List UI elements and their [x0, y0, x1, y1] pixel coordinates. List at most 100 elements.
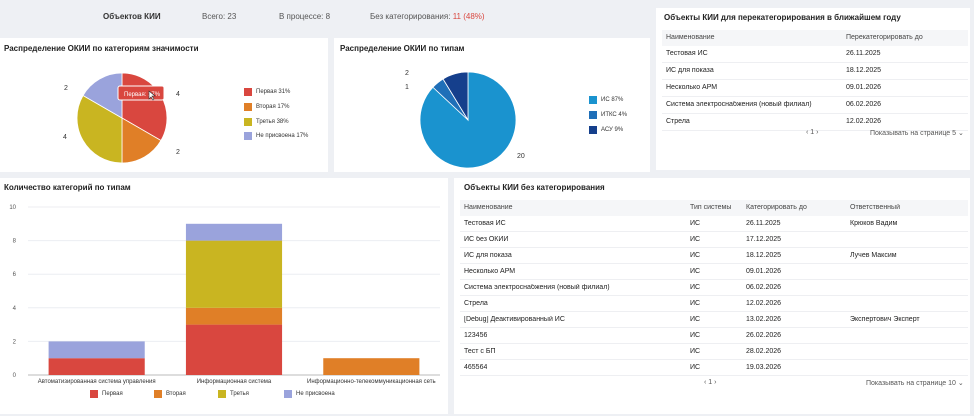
recat-pagination[interactable]: ‹ 1 ›	[806, 129, 819, 136]
cell-date: 06.02.2026	[846, 101, 882, 108]
pie-significance-chart: 2 4 2 4 Первая: 17%	[63, 72, 180, 164]
cell-date: 28.02.2026	[746, 348, 782, 355]
cell-type: ИС	[690, 300, 701, 307]
recat-table-panel: Объекты КИИ для перекатегорирования в бл…	[656, 8, 970, 170]
table-row[interactable]: Тестовая ИС ИС 26.11.2025 Крюков Вадим	[460, 216, 968, 232]
pie-types-label-3: 20	[517, 153, 525, 160]
cell-date: 06.02.2026	[746, 284, 782, 291]
table-row[interactable]: Стрела ИС 12.02.2026	[460, 296, 968, 312]
bar-segment-вторая[interactable]	[323, 358, 420, 375]
cell-date: 12.02.2026	[846, 118, 882, 125]
bar-segment-вторая[interactable]	[185, 307, 283, 325]
table-row[interactable]: ИС для показа 18.12.2025	[662, 63, 968, 80]
legend-label: ИС 87%	[601, 97, 624, 103]
nocat-table-title: Объекты КИИ без категорирования	[464, 183, 605, 192]
table-row[interactable]: Стрела 12.02.2026	[662, 114, 968, 131]
cell-responsible: Крюков Вадим	[850, 220, 898, 227]
legend-item[interactable]: ИС 87%	[589, 96, 623, 104]
legend-label: ИТКС 4%	[601, 112, 628, 118]
y-tick-label: 0	[13, 373, 17, 379]
pie-tooltip-text: Первая: 17%	[124, 92, 161, 98]
column-header[interactable]: Перекатегорировать до	[846, 34, 923, 41]
table-row[interactable]: 123456 ИС 26.02.2026	[460, 328, 968, 344]
cell-type: ИС	[690, 268, 701, 275]
pie-slice-не-присвоена[interactable]	[82, 72, 123, 119]
cell-date: 26.11.2025	[846, 50, 881, 57]
cell-type: ИС	[690, 252, 701, 259]
column-header[interactable]: Категорировать до	[746, 204, 807, 211]
cell-responsible: Экспертович Эксперт	[850, 316, 920, 323]
legend-item[interactable]: Вторая	[154, 390, 186, 398]
cell-name: Несколько АРМ	[666, 84, 718, 91]
table-row[interactable]: Система электроснабжения (новый филиал) И…	[460, 280, 968, 296]
cell-name: ИС для показа	[464, 252, 512, 259]
column-header[interactable]: Тип системы	[690, 204, 732, 211]
cell-date: 26.11.2025	[746, 220, 781, 227]
legend-label: Третья	[230, 391, 249, 397]
cell-name: 465564	[464, 364, 488, 371]
cell-name: ИС для показа	[666, 67, 714, 74]
column-header[interactable]: Наименование	[666, 34, 715, 41]
legend-swatch	[589, 96, 597, 104]
recat-page-size-select[interactable]: Показывать на странице 5 ⌄	[870, 130, 964, 137]
table-row[interactable]: 465564 ИС 19.03.2026	[460, 360, 968, 376]
legend-item[interactable]: Первая	[90, 390, 123, 398]
legend-item[interactable]: Третья	[218, 390, 249, 398]
recat-table: Наименование Перекатегорировать до Тесто…	[662, 30, 968, 150]
column-header[interactable]: Ответственный	[850, 204, 900, 211]
bar-segment-первая[interactable]	[185, 324, 283, 375]
table-row[interactable]: [Debug] Деактивированный ИС ИС 13.02.2026 Э…	[460, 312, 968, 328]
y-tick-label: 10	[9, 205, 16, 211]
legend-item[interactable]: Не присвоена 17%	[244, 132, 308, 140]
nocat-pagination[interactable]: ‹ 1 ›	[704, 379, 717, 386]
legend-swatch	[154, 390, 162, 398]
cell-type: ИС	[690, 348, 701, 355]
pie-slice-третья[interactable]	[76, 94, 123, 164]
pie-types-title: Распределение ОКИИ по типам	[340, 44, 465, 53]
pie-sig-label-1: 2	[64, 85, 68, 92]
bar-segment-не-присвоена[interactable]	[185, 223, 283, 241]
bar-segment-третья[interactable]	[185, 240, 283, 308]
cell-type: ИС	[690, 316, 701, 323]
legend-item[interactable]: ИТКС 4%	[589, 111, 627, 119]
legend-swatch	[589, 126, 597, 134]
table-row[interactable]: Тестовая ИС 26.11.2025	[662, 46, 968, 63]
legend-item[interactable]: АСУ 9%	[589, 126, 623, 134]
cell-name: Стрела	[666, 118, 690, 125]
column-header[interactable]: Наименование	[464, 204, 513, 211]
cursor-icon	[148, 90, 156, 101]
pie-significance-title: Распределение ОКИИ по категориям значимо…	[4, 44, 199, 53]
table-row[interactable]: Тест с БП ИС 28.02.2026	[460, 344, 968, 360]
table-row[interactable]: Несколько АРМ 09.01.2026	[662, 80, 968, 97]
bar-segment-первая[interactable]	[48, 358, 145, 375]
table-header: Наименование Тип системы Категорировать …	[460, 200, 968, 216]
legend-label: АСУ 9%	[601, 127, 624, 133]
legend-item[interactable]: Не присвоена	[284, 390, 335, 398]
legend-item[interactable]: Вторая 17%	[244, 103, 289, 111]
legend-label: Вторая	[166, 391, 186, 397]
legend-item[interactable]: Третья 38%	[244, 118, 289, 126]
pie-types-label-2: 1	[405, 84, 409, 91]
legend-label: Не присвоена	[296, 391, 335, 397]
legend-label: Вторая 17%	[256, 104, 290, 110]
bar-segment-не-присвоена[interactable]	[48, 341, 145, 359]
cell-type: ИС	[690, 332, 701, 339]
legend-item[interactable]: Первая 31%	[244, 88, 290, 96]
pie-slice-асу[interactable]	[442, 71, 469, 122]
cell-type: ИС	[690, 220, 701, 227]
cell-date: 09.01.2026	[846, 84, 882, 91]
cell-name: Тест с БП	[464, 348, 496, 355]
pie-significance-panel: Распределение ОКИИ по категориям значимо…	[0, 38, 328, 172]
legend-swatch	[90, 390, 98, 398]
cell-name: Тестовая ИС	[666, 50, 708, 57]
table-row[interactable]: Система электроснабжения (новый филиал) …	[662, 97, 968, 114]
nocat-page-size-select[interactable]: Показывать на странице 10 ⌄	[866, 380, 964, 387]
pie-slice-вторая[interactable]	[121, 117, 162, 164]
table-row[interactable]: Несколько АРМ ИС 09.01.2026	[460, 264, 968, 280]
y-tick-label: 4	[13, 306, 17, 312]
cell-date: 19.03.2026	[746, 364, 782, 371]
legend-swatch	[244, 88, 252, 96]
cell-type: ИС	[690, 364, 701, 371]
table-row[interactable]: ИС без ОКИИ ИС 17.12.2025	[460, 232, 968, 248]
table-row[interactable]: ИС для показа ИС 18.12.2025 Лучев Максим	[460, 248, 968, 264]
